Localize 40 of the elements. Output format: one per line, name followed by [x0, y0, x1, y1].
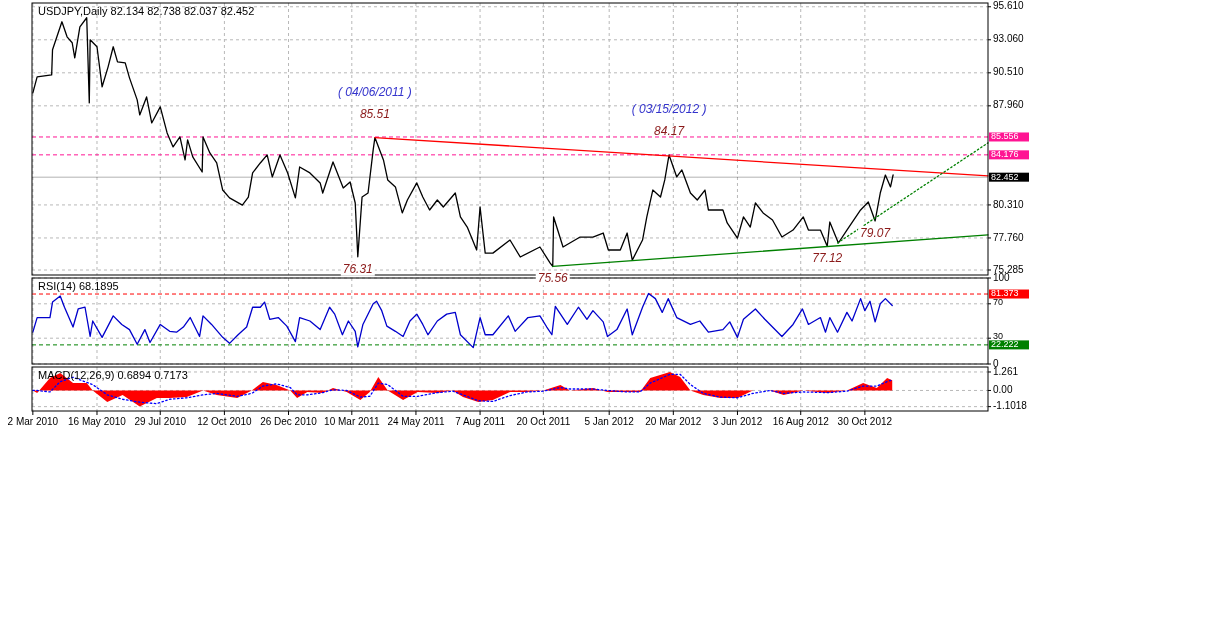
ref-line-label: 81.373 — [991, 288, 1019, 299]
y-tick-label: 87.960 — [993, 99, 1025, 111]
chart-title: RSI(14) 68.1895 — [38, 280, 119, 292]
annotation: ( 04/06/2011 ) — [337, 84, 412, 99]
annotation: 79.07 — [860, 225, 892, 240]
x-tick-label: 26 Dec 2010 — [260, 416, 318, 427]
chart-title: USDJPY,Daily 82.134 82.738 82.037 82.452 — [38, 5, 255, 17]
y-tick-label: 95.610 — [993, 0, 1025, 12]
y-tick-label: 0.00 — [993, 384, 1013, 396]
x-tick-label: 10 Mar 2011 — [324, 416, 380, 427]
ref-line-label: 22.222 — [991, 339, 1019, 350]
y-tick-label: 90.510 — [993, 66, 1025, 78]
y-tick-label: 77.760 — [993, 231, 1025, 243]
annotation: 75.56 — [537, 271, 569, 286]
annotation: 84.17 — [654, 123, 686, 138]
x-tick-label: 20 Oct 2011 — [516, 416, 571, 427]
x-tick-label: 30 Oct 2012 — [837, 416, 893, 427]
x-tick-label: 29 Jul 2010 — [134, 416, 187, 427]
x-tick-label: 20 Mar 2012 — [645, 416, 702, 427]
x-tick-label: 7 Aug 2011 — [455, 416, 506, 427]
ref-line-label: 85.556 — [991, 131, 1019, 142]
ref-line-label: 84.176 — [991, 149, 1019, 160]
x-tick-label: 5 Jan 2012 — [584, 416, 635, 427]
y-tick-label: 70 — [993, 296, 1004, 307]
y-tick-label: -1.1018 — [993, 400, 1028, 412]
chart-title: MACD(12,26,9) 0.6894 0.7173 — [38, 369, 188, 381]
annotation: ( 03/15/2012 ) — [631, 101, 707, 116]
x-tick-label: 16 May 2010 — [68, 416, 127, 427]
x-tick-label: 16 Aug 2012 — [772, 416, 830, 427]
y-tick-label: 93.060 — [993, 33, 1025, 45]
y-tick-label: 80.310 — [993, 198, 1025, 210]
annotation: 76.31 — [342, 261, 373, 276]
y-tick-label: 30 — [993, 331, 1004, 342]
x-tick-label: 2 Mar 2010 — [7, 416, 59, 427]
annotation: 77.12 — [812, 251, 843, 266]
x-tick-label: 3 Jun 2012 — [712, 416, 763, 427]
x-tick-label: 24 May 2011 — [387, 416, 445, 427]
ref-line-label: 82.452 — [991, 171, 1019, 182]
annotation: 85.51 — [359, 106, 390, 121]
x-tick-label: 12 Oct 2010 — [197, 416, 253, 427]
